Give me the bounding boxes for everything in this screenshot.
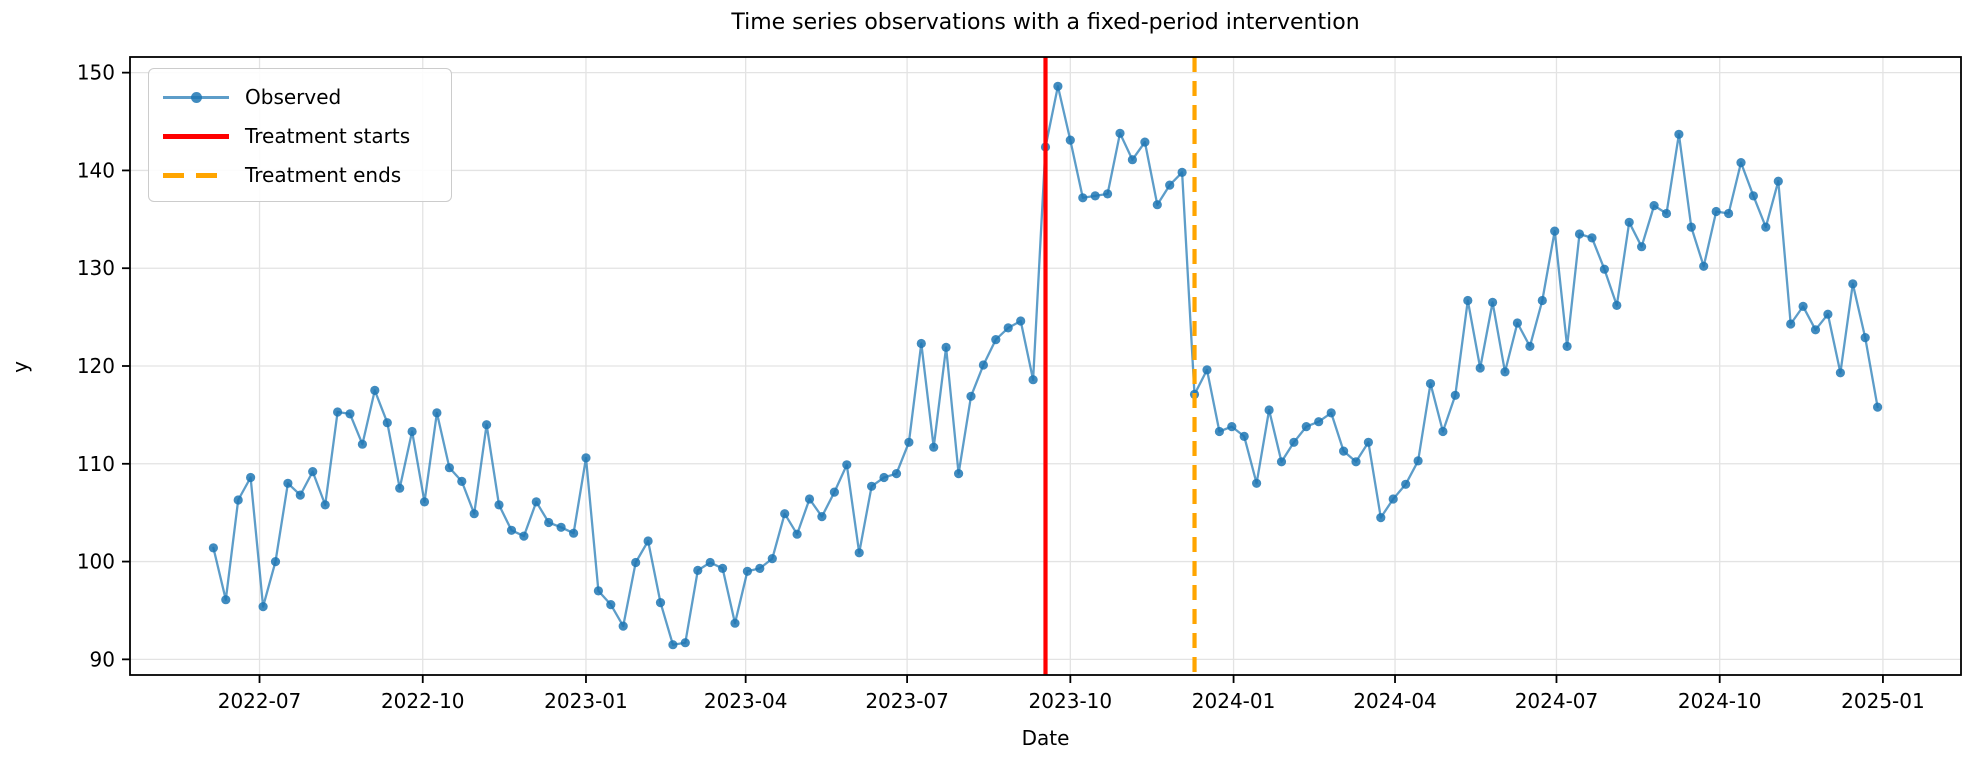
svg-text:2024-07: 2024-07	[1515, 689, 1599, 713]
legend-label-treatment-starts: Treatment starts	[245, 123, 411, 148]
svg-text:100: 100	[77, 550, 115, 574]
svg-text:110: 110	[77, 452, 115, 476]
chart-title: Time series observations with a fixed-pe…	[731, 10, 1360, 35]
svg-text:130: 130	[77, 256, 115, 280]
legend-label-observed: Observed	[245, 84, 342, 109]
svg-text:2023-04: 2023-04	[704, 689, 788, 713]
legend-item-observed: Observed	[163, 77, 451, 116]
legend-item-treatment-ends: Treatment ends	[163, 155, 451, 194]
svg-text:90: 90	[90, 647, 115, 671]
svg-text:2023-01: 2023-01	[544, 689, 628, 713]
svg-text:2023-07: 2023-07	[865, 689, 949, 713]
legend-item-treatment-starts: Treatment starts	[163, 116, 451, 155]
svg-text:140: 140	[77, 158, 115, 182]
treatment-ends-dashed-line-icon	[163, 166, 229, 184]
svg-text:2022-07: 2022-07	[218, 689, 302, 713]
axis-ticks: 90 100 110 120 130 140 150 2022-07 2022-10 2023-0…	[77, 61, 1925, 713]
y-axis-label: y	[7, 361, 32, 373]
svg-text:2025-01: 2025-01	[1841, 689, 1925, 713]
svg-text:2024-04: 2024-04	[1353, 689, 1437, 713]
legend: Observed Treatment starts Treatment ends	[148, 68, 452, 202]
svg-text:2022-10: 2022-10	[381, 689, 465, 713]
svg-text:2024-01: 2024-01	[1192, 689, 1276, 713]
event-lines	[1043, 57, 1197, 675]
svg-text:2023-10: 2023-10	[1029, 689, 1113, 713]
treatment-starts-line-icon	[163, 127, 229, 145]
svg-text:2024-10: 2024-10	[1678, 689, 1762, 713]
x-axis-label: Date	[1021, 726, 1070, 750]
svg-text:150: 150	[77, 61, 115, 85]
observed-series	[208, 81, 1883, 650]
svg-text:120: 120	[77, 354, 115, 378]
legend-label-treatment-ends: Treatment ends	[245, 162, 402, 187]
observed-line-marker-icon	[163, 88, 229, 106]
